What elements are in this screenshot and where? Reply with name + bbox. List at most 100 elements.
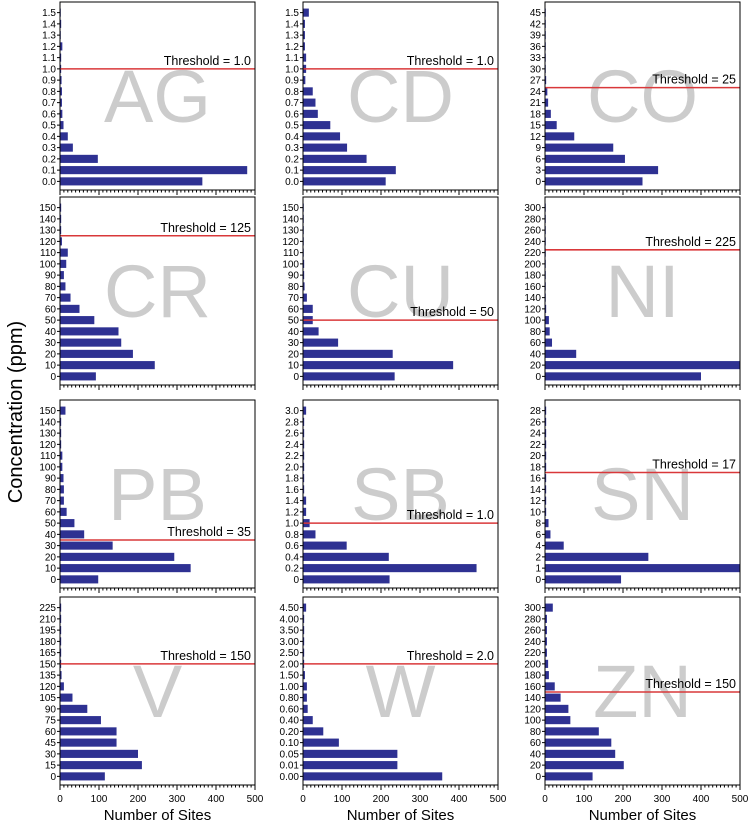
y-tick-label: 130: [39, 429, 56, 440]
bar: [545, 772, 593, 781]
bar: [60, 109, 63, 118]
bar: [60, 166, 248, 175]
y-tick-label: 90: [288, 271, 300, 282]
bar: [60, 727, 117, 736]
y-tick-label: 21: [530, 98, 542, 109]
bar: [60, 349, 133, 358]
y-tick-label: 0.2: [42, 154, 56, 165]
panel-grid: AG0.00.10.20.30.40.50.60.70.80.91.01.11.…: [39, 1, 749, 824]
element-label: NI: [606, 250, 680, 333]
y-tick-label: 1.00: [280, 682, 300, 693]
y-tick-label: 0.4: [285, 132, 299, 143]
bar: [545, 575, 622, 584]
y-tick-label: 0: [50, 772, 56, 783]
y-tick-label: 150: [39, 659, 56, 670]
y-tick-label: 0.9: [42, 76, 56, 87]
bar: [303, 704, 308, 713]
panel-v: V015304560759010512013515016518019521022…: [39, 596, 264, 824]
element-label: SN: [591, 453, 694, 536]
y-tick-label: 1.6: [285, 485, 299, 496]
x-tick-label: 500: [490, 794, 507, 805]
y-tick-label: 70: [288, 293, 300, 304]
bar: [303, 614, 305, 623]
bar: [545, 429, 547, 438]
bar: [60, 541, 113, 550]
bar: [60, 417, 62, 426]
bar: [303, 648, 305, 657]
bar: [60, 271, 64, 280]
bar: [545, 451, 547, 460]
y-tick-label: 0.8: [42, 87, 56, 98]
bar: [545, 361, 740, 370]
bar: [545, 304, 547, 313]
bar: [60, 496, 64, 505]
y-tick-label: 1.8: [285, 474, 299, 485]
y-tick-label: 135: [39, 671, 56, 682]
bar: [60, 76, 62, 85]
y-tick-label: 18: [530, 462, 542, 473]
y-axis-label: Concentration (ppm): [5, 321, 27, 503]
bar: [545, 693, 561, 702]
bar: [303, 637, 305, 646]
y-tick-label: 1.1: [285, 53, 299, 64]
y-tick-label: 70: [45, 496, 57, 507]
y-tick-label: 280: [524, 614, 541, 625]
bar: [545, 372, 701, 381]
y-tick-label: 4.00: [280, 614, 300, 625]
bar: [60, 704, 88, 713]
threshold-label: Threshold = 35: [167, 525, 251, 539]
bar: [545, 349, 577, 358]
y-tick-label: 0.7: [285, 98, 299, 109]
y-tick-label: 60: [45, 507, 57, 518]
y-tick-label: 0.4: [42, 132, 56, 143]
y-tick-label: 3.00: [280, 637, 300, 648]
y-tick-label: 42: [530, 19, 542, 30]
bar: [303, 507, 307, 516]
bar: [60, 121, 64, 130]
bar: [545, 716, 571, 725]
y-tick-label: 160: [524, 282, 541, 293]
y-tick-label: 60: [530, 338, 542, 349]
y-tick-label: 12: [530, 496, 542, 507]
y-tick-label: 20: [530, 761, 542, 772]
bar: [545, 659, 549, 668]
threshold-label: Threshold = 25: [652, 73, 736, 87]
y-tick-label: 10: [45, 564, 57, 575]
bar: [303, 530, 316, 539]
bar: [545, 626, 547, 635]
y-tick-label: 20: [530, 451, 542, 462]
y-tick-label: 0: [535, 177, 541, 188]
bar: [303, 109, 318, 118]
bar: [545, 519, 549, 528]
x-tick-label: 400: [208, 794, 225, 805]
bar: [545, 704, 569, 713]
bar: [303, 177, 386, 186]
y-tick-label: 150: [282, 203, 299, 214]
bar: [60, 143, 73, 152]
y-tick-label: 1.0: [42, 64, 56, 75]
bar: [303, 282, 305, 291]
y-tick-label: 60: [530, 738, 542, 749]
y-tick-label: 140: [282, 214, 299, 225]
y-tick-label: 0.8: [285, 87, 299, 98]
y-tick-label: 20: [530, 361, 542, 372]
bar: [303, 727, 324, 736]
y-tick-label: 45: [530, 8, 542, 19]
bar: [303, 154, 367, 163]
y-tick-label: 50: [45, 316, 57, 327]
element-label: PB: [108, 453, 207, 536]
bar: [60, 282, 66, 291]
y-tick-label: 18: [530, 109, 542, 120]
y-tick-label: 22: [530, 440, 542, 451]
panel-cd: CD0.00.10.20.30.40.50.60.70.80.91.01.11.…: [285, 1, 499, 195]
y-tick-label: 0: [50, 372, 56, 383]
y-tick-label: 2.2: [285, 451, 299, 462]
y-tick-label: 120: [39, 440, 56, 451]
y-tick-label: 0.40: [280, 716, 300, 727]
y-tick-label: 140: [39, 417, 56, 428]
bar: [60, 132, 68, 141]
panel-co: CO0369121518212427303336394245Threshold …: [530, 1, 741, 195]
y-tick-label: 75: [45, 716, 57, 727]
threshold-label: Threshold = 150: [645, 677, 736, 691]
